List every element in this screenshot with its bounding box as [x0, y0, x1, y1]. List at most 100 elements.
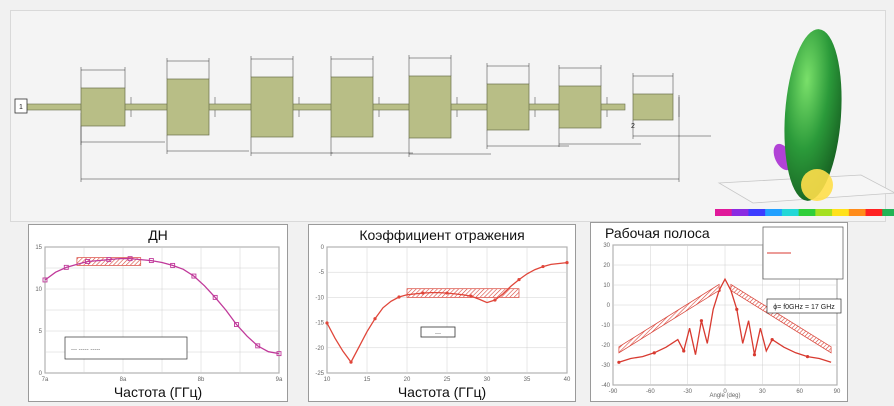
- refl-point-15: [445, 291, 449, 295]
- dn-chart-title: ДН: [148, 227, 168, 243]
- dn-point-10: [148, 258, 154, 264]
- dn-point-8: [127, 256, 133, 262]
- dn-legend-text: --- ----- -----: [71, 347, 100, 353]
- band-ytick-6: -30: [601, 363, 610, 369]
- band-ytick-4: -10: [601, 323, 610, 329]
- patches: [80, 75, 674, 139]
- dn-xtick-6: 9a: [276, 377, 283, 383]
- band-point-0: [617, 360, 621, 364]
- dn-legend-box: [64, 336, 188, 360]
- patch-7: [558, 85, 602, 129]
- refl-point-30: [565, 261, 569, 265]
- colorbar-segment-8: [832, 209, 850, 216]
- refl-xtick-3: 25: [444, 377, 451, 383]
- radiation-pattern-3d: [711, 25, 894, 221]
- band-xtick-2: -30: [683, 389, 692, 395]
- refl-point-9: [397, 295, 401, 299]
- refl-inset-text: ---: [435, 331, 441, 337]
- band-chart: Рабочая полоса 30 20 10 0 -10 -20 -30 -40 -90 -60…: [590, 222, 848, 402]
- dn-point-22: [276, 351, 282, 357]
- patch-array-layout: 1 2: [14, 55, 711, 182]
- band-xtick-5: 60: [796, 389, 803, 395]
- dn-point-18: [234, 322, 239, 327]
- main-lobe-base: [801, 169, 833, 201]
- dn-chart: ДН 15 10 5 0 7a 8a 8b 9a --- ----- ----- Частота…: [28, 224, 288, 402]
- input-port: 1: [14, 98, 28, 114]
- patch-6: [486, 83, 530, 131]
- refl-point-3: [349, 360, 353, 364]
- band-mask-left: [618, 283, 720, 354]
- refl-ytick-1: -5: [319, 270, 325, 276]
- refl-inset-box: [420, 326, 456, 338]
- band-ytick-7: -40: [601, 383, 610, 389]
- band-xtick-6: 90: [834, 389, 841, 395]
- refl-spec-band: [406, 288, 520, 298]
- band-point-18: [752, 353, 757, 357]
- refl-point-27: [541, 264, 545, 269]
- band-xtick-1: -60: [646, 389, 655, 395]
- refl-ytick-3: -15: [315, 321, 324, 327]
- reflection-chart-title: Коэффициент отражения: [359, 227, 525, 243]
- patch-5: [408, 75, 452, 139]
- refl-xtick-6: 40: [564, 377, 571, 383]
- colorbar-segment-5: [781, 209, 800, 216]
- colorbar-segment-3: [748, 209, 766, 216]
- refl-xtick-1: 15: [364, 377, 371, 383]
- band-xtick-3: 0: [723, 389, 727, 395]
- band-point-24: [805, 355, 810, 359]
- colorbar-segment-6: [798, 209, 816, 216]
- colorbar-segment-7: [815, 209, 833, 216]
- dn-ytick-6: 0: [39, 371, 43, 377]
- colorbar-segment-4: [765, 209, 783, 216]
- dimension-lines: [80, 55, 711, 182]
- patch-1: [80, 87, 126, 127]
- refl-point-18: [469, 294, 473, 298]
- refl-ytick-5: -25: [315, 371, 324, 377]
- band-xtick-0: -90: [609, 389, 618, 395]
- dn-point-4: [85, 259, 90, 264]
- dn-xtick-4: 8b: [198, 377, 205, 383]
- pattern-svg: [715, 29, 894, 216]
- band-mask-right: [730, 283, 832, 354]
- band-annotation-box: [766, 298, 842, 314]
- refl-xtick-4: 30: [484, 377, 491, 383]
- band-xtick-4: 30: [759, 389, 766, 395]
- refl-xtick-2: 20: [404, 377, 411, 383]
- reflection-chart: Коэффициент отражения 0 -5 -10 -15 -20 -25 10 1…: [308, 224, 576, 402]
- colorbar-segment-10: [865, 209, 883, 216]
- band-plot: 30 20 10 0 -10 -20 -30 -40-90 -60 -30 0 30 60 90 ϕ= f0…: [601, 226, 844, 399]
- dn-ytick-0: 15: [35, 245, 42, 251]
- refl-xtick-0: 10: [324, 377, 331, 383]
- patch-8: [632, 93, 674, 121]
- dn-chart-xlabel: Частота (ГГц): [113, 384, 203, 400]
- colorbar-segment-11: [882, 209, 894, 216]
- colorbar-segment-2: [731, 209, 749, 216]
- band-series-line: [618, 277, 832, 363]
- port-in-label: 1: [19, 104, 23, 111]
- dn-series-line: [44, 257, 280, 355]
- reflection-chart-xlabel: Частота (ГГц): [397, 384, 487, 400]
- refl-xtick-5: 35: [524, 377, 531, 383]
- dn-point-20: [255, 343, 261, 349]
- output-port: 2: [631, 123, 635, 130]
- colorbar-segment-9: [848, 209, 867, 216]
- layout-panel: 1 2: [10, 10, 894, 222]
- band-point-6: [682, 349, 686, 353]
- band-ytick-5: -20: [601, 343, 610, 349]
- patch-3: [250, 76, 294, 138]
- band-ytick-0: 30: [603, 243, 610, 249]
- colorbar: [715, 209, 894, 216]
- refl-point-21: [493, 298, 497, 302]
- refl-point-0: [325, 321, 329, 325]
- band-ytick-2: 10: [603, 283, 610, 289]
- dn-point-2: [63, 264, 69, 270]
- dn-ytick-4: 5: [39, 329, 43, 335]
- band-point-9: [699, 319, 704, 323]
- refl-ytick-2: -10: [315, 295, 324, 301]
- patch-2: [166, 78, 210, 136]
- dn-point-16: [212, 294, 218, 300]
- dn-point-14: [191, 273, 197, 279]
- band-xlabel: Angle (deg): [709, 393, 740, 399]
